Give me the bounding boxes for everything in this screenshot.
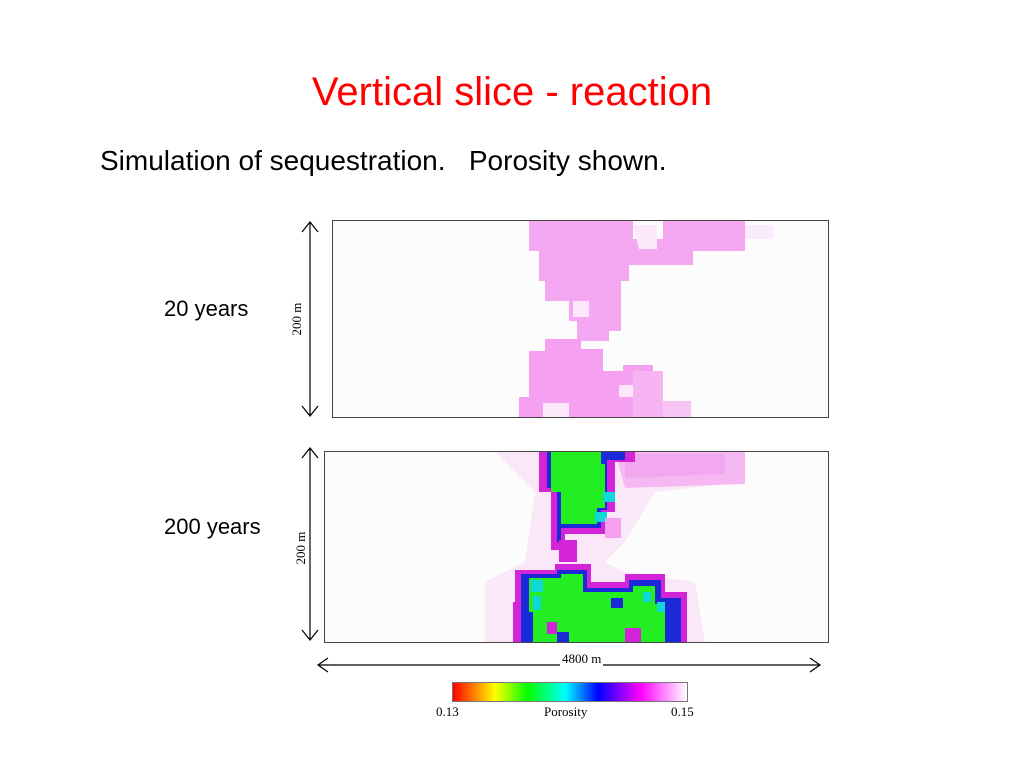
colorbar-title: Porosity <box>544 704 588 719</box>
height-label-bottom: 200 m <box>293 531 308 565</box>
time-label-20-years: 20 years <box>164 296 249 321</box>
time-label-200-years: 200 years <box>164 514 261 539</box>
colorbar-max-label: 0.15 <box>671 704 694 719</box>
slide-subtitle: Simulation of sequestration. Porosity sh… <box>100 145 667 176</box>
height-arrow-top <box>301 221 319 417</box>
colorbar-min-label: 0.13 <box>436 704 459 719</box>
height-label-top: 200 m <box>289 302 304 336</box>
porosity-slice-20-years <box>332 220 829 418</box>
height-arrow-bottom <box>301 447 319 641</box>
porosity-map-200-years <box>325 452 828 642</box>
porosity-slice-200-years <box>324 451 829 643</box>
width-label: 4800 m <box>560 651 604 667</box>
slide-title: Vertical slice - reaction <box>311 70 713 114</box>
porosity-colorbar <box>452 682 688 702</box>
porosity-map-20-years <box>333 221 828 417</box>
